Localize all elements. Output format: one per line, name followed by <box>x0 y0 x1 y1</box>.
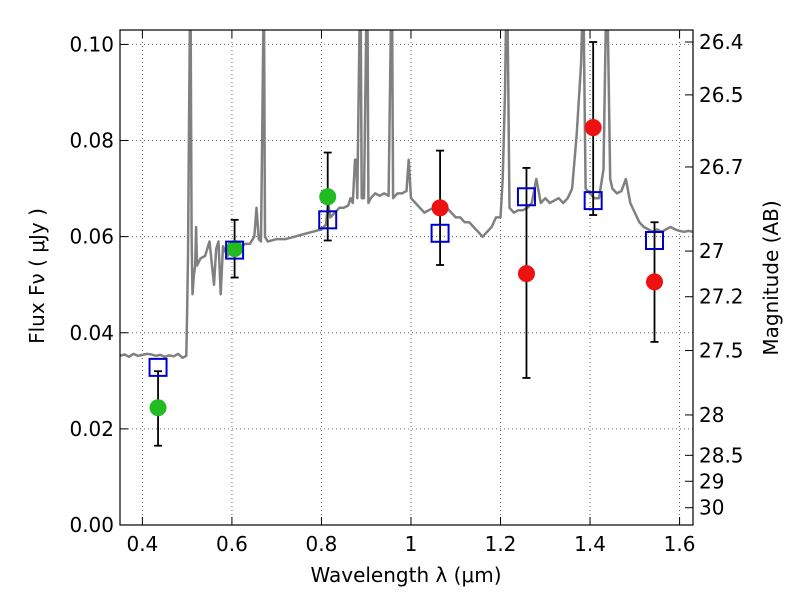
right-tick-label: 27.5 <box>699 339 744 363</box>
blue-square-point <box>516 187 536 207</box>
right-tick-label: 26.4 <box>699 30 744 54</box>
right-tick-label: 27 <box>699 239 724 263</box>
y-axis-title: Flux Fν ( μJy ) <box>25 208 49 344</box>
grid-lines <box>120 30 693 526</box>
x-tick-label: 1.4 <box>574 532 606 556</box>
y-tick-label: 0.04 <box>69 321 114 345</box>
right-tick-label: 26.5 <box>699 83 744 107</box>
data-markers <box>148 119 665 417</box>
right-tick-label: 30 <box>699 496 724 520</box>
right-tick-label: 28 <box>699 403 724 427</box>
red-circle-point <box>517 265 535 283</box>
blue-square-point <box>318 210 338 230</box>
green-circle-point <box>319 188 337 206</box>
red-circle-point <box>646 273 664 291</box>
right-tick-label: 28.5 <box>699 443 744 467</box>
x-tick-label: 0.4 <box>126 532 158 556</box>
x-tick-label: 1.2 <box>485 532 517 556</box>
y-tick-label: 0.08 <box>69 129 114 153</box>
right-axis-title: Magnitude (AB) <box>759 200 783 355</box>
y-tick-label: 0.02 <box>69 417 114 441</box>
x-tick-label: 0.8 <box>306 532 338 556</box>
x-tick-label: 1.6 <box>664 532 696 556</box>
plot-frame <box>119 29 694 526</box>
green-circle-point <box>149 399 167 417</box>
axis-ticks: 0.4 0.6 0.8 1 1.2 1.4 1.6 0.00 0.02 0.04 0.06 0.08 0… <box>69 30 744 556</box>
y-tick-label: 0.10 <box>69 32 114 56</box>
x-tick-label: 0.6 <box>216 532 248 556</box>
y-tick-label: 0.00 <box>69 513 114 537</box>
red-circle-point <box>584 119 602 137</box>
blue-square-point <box>583 191 603 211</box>
red-circle-point <box>431 199 449 217</box>
blue-square-point <box>148 357 168 377</box>
x-tick-label: 1 <box>405 532 418 556</box>
model-spectrum <box>120 30 693 360</box>
right-tick-label: 26.7 <box>699 155 744 179</box>
blue-square-point <box>645 230 665 250</box>
right-tick-label: 27.2 <box>699 285 744 309</box>
model-spectrum-line <box>120 30 693 360</box>
y-tick-label: 0.06 <box>69 225 114 249</box>
green-circle-point <box>226 240 244 258</box>
blue-square-point <box>430 223 450 243</box>
x-axis-title: Wavelength λ (μm) <box>310 563 501 587</box>
blue-square-point <box>225 240 245 260</box>
right-tick-label: 29 <box>699 469 724 493</box>
